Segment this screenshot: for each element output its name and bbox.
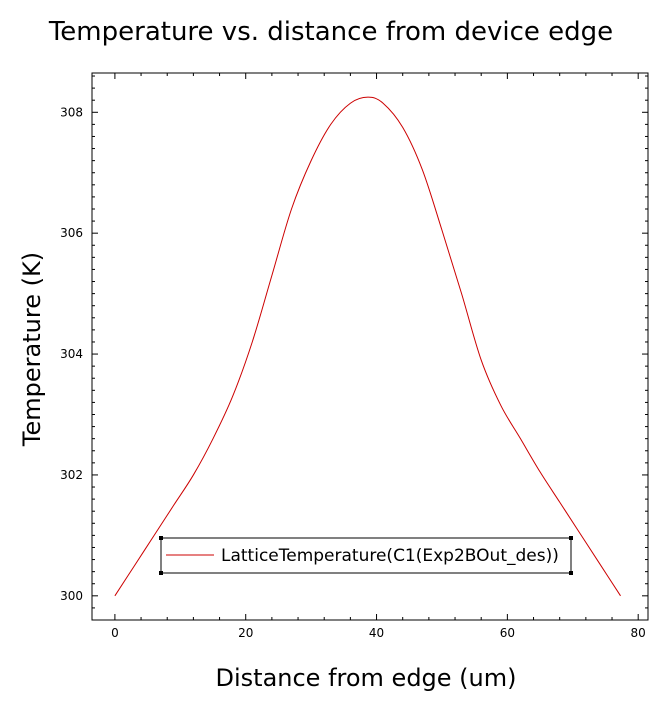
legend-handle-top-left[interactable] [159, 536, 163, 540]
legend-handle-top-right[interactable] [569, 536, 573, 540]
legend-handle-bottom-left[interactable] [159, 571, 163, 575]
x-tick-label: 20 [238, 626, 253, 640]
legend[interactable]: LatticeTemperature(C1(Exp2BOut_des)) [159, 536, 573, 575]
x-axis-label: Distance from edge (um) [216, 664, 517, 692]
x-tick-label: 60 [500, 626, 515, 640]
series-line [114, 96, 621, 597]
y-axis-label: Temperature (K) [18, 252, 46, 447]
y-tick-label: 300 [60, 589, 83, 603]
chart-title: Temperature vs. distance from device edg… [48, 17, 613, 47]
x-tick-label: 0 [111, 626, 119, 640]
legend-handle-bottom-right[interactable] [569, 571, 573, 575]
plot-frame [91, 72, 649, 621]
y-tick-label: 304 [60, 347, 83, 361]
x-tick-label: 40 [369, 626, 384, 640]
y-tick-label: 306 [60, 226, 83, 240]
y-tick-label: 308 [60, 105, 83, 119]
y-axis-ticks: 300 302 304 306 308 [60, 75, 648, 621]
legend-box [160, 537, 572, 574]
legend-label: LatticeTemperature(C1(Exp2BOut_des)) [221, 546, 559, 566]
x-axis-ticks: 0 20 40 60 80 [111, 73, 646, 640]
x-tick-label: 80 [631, 626, 646, 640]
y-tick-label: 302 [60, 468, 83, 482]
